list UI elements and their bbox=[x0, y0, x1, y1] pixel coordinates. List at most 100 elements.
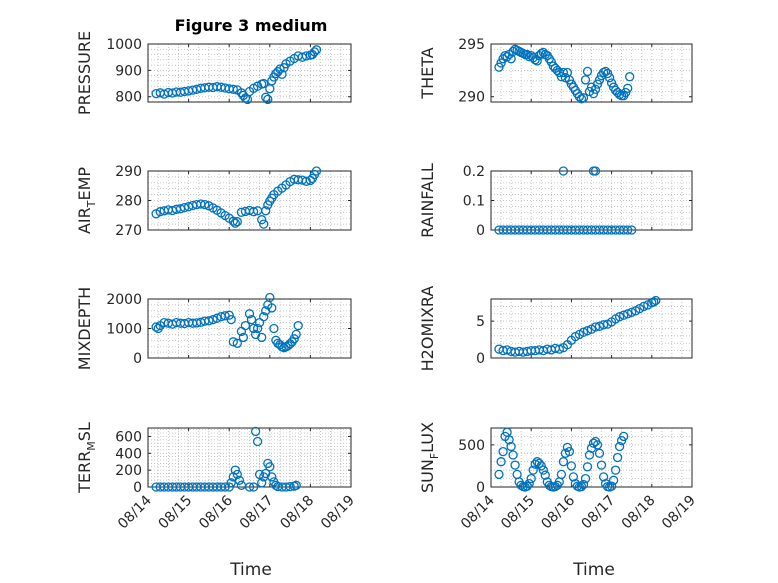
data-point bbox=[566, 461, 577, 471]
y-axis-label: THETA bbox=[418, 47, 437, 99]
data-point bbox=[301, 51, 311, 61]
data-point bbox=[271, 480, 281, 490]
data-point bbox=[526, 473, 536, 484]
data-point bbox=[234, 475, 245, 485]
data-point bbox=[584, 450, 595, 460]
x-tick-label: 08/18 bbox=[619, 493, 659, 533]
x-tick-label: 08/15 bbox=[498, 493, 538, 533]
y-axis-label: MIXDEPTH bbox=[75, 287, 94, 370]
data-point bbox=[285, 481, 295, 492]
data-point bbox=[524, 478, 534, 489]
data-point bbox=[562, 442, 573, 453]
y-tick-label: 1000 bbox=[106, 37, 142, 53]
data-point bbox=[621, 87, 631, 98]
y-tick-label: 0 bbox=[476, 351, 485, 367]
x-tick-label: 08/14 bbox=[458, 492, 498, 532]
data-point bbox=[257, 215, 267, 225]
data-point bbox=[558, 166, 569, 176]
y-tick-label: 0.2 bbox=[463, 164, 485, 180]
y-tick-label: 2000 bbox=[106, 292, 142, 308]
data-point bbox=[293, 320, 303, 331]
y-tick-label: 500 bbox=[458, 438, 485, 454]
data-point bbox=[554, 344, 564, 354]
data-point bbox=[224, 310, 234, 320]
data-point bbox=[259, 312, 269, 322]
y-tick-label: 0 bbox=[133, 351, 142, 367]
y-tick-label: 200 bbox=[115, 463, 142, 479]
data-point bbox=[552, 65, 562, 76]
data-point bbox=[614, 441, 625, 452]
data-point bbox=[623, 83, 633, 93]
data-point bbox=[574, 92, 585, 102]
data-point bbox=[588, 88, 599, 99]
data-point bbox=[311, 45, 322, 55]
data-point bbox=[540, 470, 550, 480]
data-point bbox=[309, 47, 320, 57]
data-point bbox=[639, 301, 649, 312]
y-tick-label: 0 bbox=[476, 480, 485, 496]
data-point bbox=[606, 78, 617, 88]
data-point bbox=[614, 89, 625, 100]
data-point bbox=[238, 332, 249, 343]
data-point bbox=[289, 334, 299, 344]
axes-box bbox=[490, 427, 693, 488]
panel-theta: 290 295 THETA bbox=[418, 37, 693, 106]
data-point bbox=[614, 312, 625, 322]
data-point bbox=[496, 58, 506, 68]
x-axis-label-left: Time bbox=[229, 560, 272, 580]
data-point bbox=[594, 448, 605, 458]
data-point bbox=[208, 314, 218, 325]
data-point bbox=[252, 436, 263, 447]
panel-mixdepth: 0 1000 2000 MIXDEPTH bbox=[75, 287, 352, 370]
data-point bbox=[512, 469, 522, 480]
x-tick-label: 08/14 bbox=[115, 492, 155, 532]
data-point bbox=[528, 465, 538, 475]
data-point bbox=[232, 469, 242, 480]
data-point bbox=[590, 84, 601, 94]
x-tick-label: 08/17 bbox=[579, 493, 619, 533]
data-point bbox=[248, 323, 259, 334]
y-tick-label: 0 bbox=[133, 480, 142, 496]
y-tick-label: 1000 bbox=[106, 322, 142, 338]
data-point bbox=[576, 481, 587, 492]
data-point bbox=[594, 75, 605, 85]
data-point bbox=[311, 166, 322, 176]
data-point bbox=[226, 314, 236, 325]
data-point bbox=[538, 465, 548, 475]
data-point bbox=[224, 482, 234, 492]
axes-box bbox=[147, 43, 352, 103]
data-point bbox=[556, 469, 567, 480]
data-point bbox=[530, 459, 540, 469]
data-point bbox=[564, 75, 575, 85]
data-point bbox=[510, 460, 520, 470]
data-point bbox=[248, 482, 259, 492]
data-point bbox=[246, 314, 257, 325]
data-point bbox=[275, 64, 285, 74]
data-point bbox=[257, 332, 267, 343]
data-point bbox=[612, 452, 623, 463]
data-point bbox=[534, 458, 544, 469]
data-point bbox=[291, 329, 301, 340]
y-tick-label: 290 bbox=[115, 164, 142, 180]
data-point bbox=[228, 84, 238, 94]
x-tick-label: 08/15 bbox=[156, 493, 196, 533]
x-tick-label: 08/16 bbox=[538, 492, 578, 532]
data-point bbox=[263, 94, 273, 105]
data-point bbox=[244, 482, 255, 492]
data-point bbox=[608, 475, 619, 485]
data-point bbox=[556, 72, 567, 82]
data-point bbox=[230, 218, 240, 228]
data-point bbox=[291, 480, 301, 490]
data-point bbox=[580, 473, 591, 484]
data-point bbox=[619, 310, 629, 320]
data-point bbox=[623, 309, 633, 319]
data-point bbox=[269, 323, 279, 334]
x-tick-label: 08/16 bbox=[196, 492, 236, 532]
data-point bbox=[522, 481, 532, 491]
data-point bbox=[504, 435, 514, 445]
data-point bbox=[582, 462, 593, 472]
data-point bbox=[265, 292, 275, 303]
data-point bbox=[228, 337, 238, 347]
y-tick-label: 600 bbox=[115, 429, 142, 445]
